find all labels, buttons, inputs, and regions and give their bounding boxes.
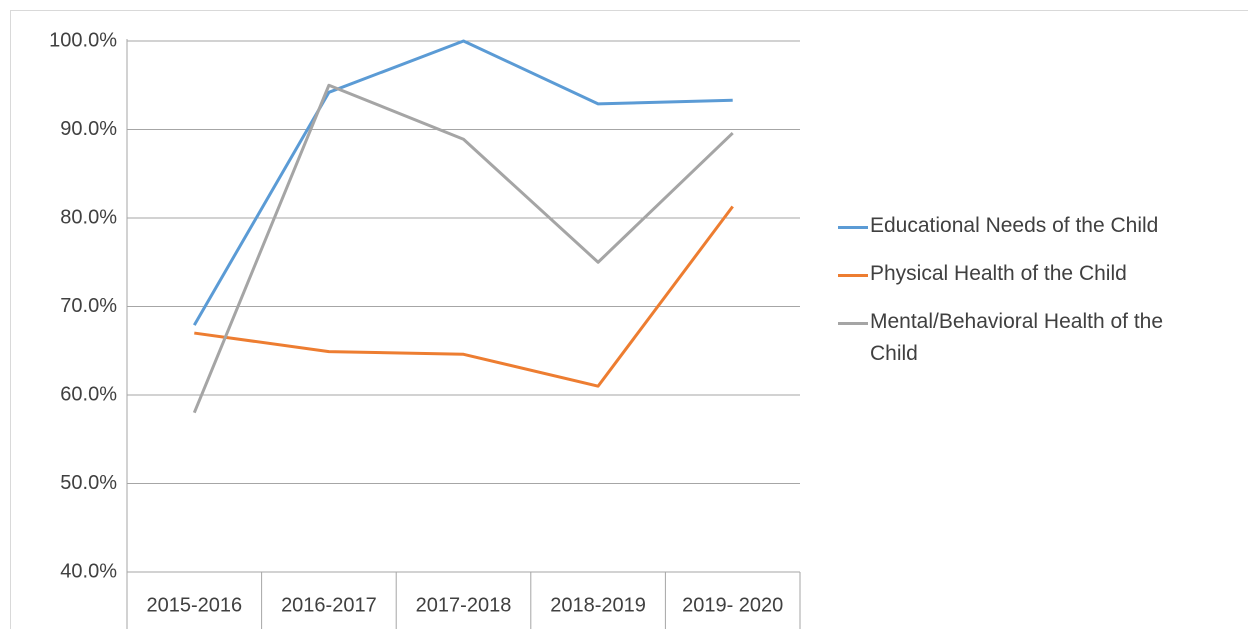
legend-item: Educational Needs of the Child bbox=[838, 210, 1248, 242]
x-tick-label: 2016-2017 bbox=[281, 594, 377, 616]
x-tick-label: 2018-2019 bbox=[550, 594, 646, 616]
x-tick-label: 2019- 2020 bbox=[682, 594, 783, 616]
y-tick-label: 100.0% bbox=[49, 29, 117, 51]
legend: Educational Needs of the Child Physical H… bbox=[838, 210, 1248, 386]
y-tick-label: 60.0% bbox=[60, 383, 117, 405]
legend-swatch bbox=[838, 226, 868, 229]
legend-item: Physical Health of the Child bbox=[838, 258, 1248, 290]
series-line bbox=[193, 39, 733, 326]
y-tick-label: 80.0% bbox=[60, 206, 117, 228]
y-tick-label: 50.0% bbox=[60, 472, 117, 494]
x-tick-label: 2015-2016 bbox=[146, 594, 242, 616]
y-tick-label: 90.0% bbox=[60, 118, 117, 140]
y-tick-label: 70.0% bbox=[60, 295, 117, 317]
legend-swatch bbox=[838, 274, 868, 277]
series-line bbox=[192, 83, 734, 414]
legend-swatch bbox=[838, 322, 868, 325]
legend-label: Educational Needs of the Child bbox=[870, 214, 1159, 237]
legend-label: Physical Health of the Child bbox=[870, 262, 1127, 285]
y-tick-label: 40.0% bbox=[60, 560, 117, 582]
chart-border bbox=[10, 10, 1248, 629]
legend-label: Mental/Behavioral Health of the Child bbox=[870, 310, 1164, 365]
series-line bbox=[194, 205, 734, 388]
x-tick-label: 2017-2018 bbox=[416, 594, 512, 616]
legend-item: Mental/Behavioral Health of the Child bbox=[838, 306, 1248, 370]
